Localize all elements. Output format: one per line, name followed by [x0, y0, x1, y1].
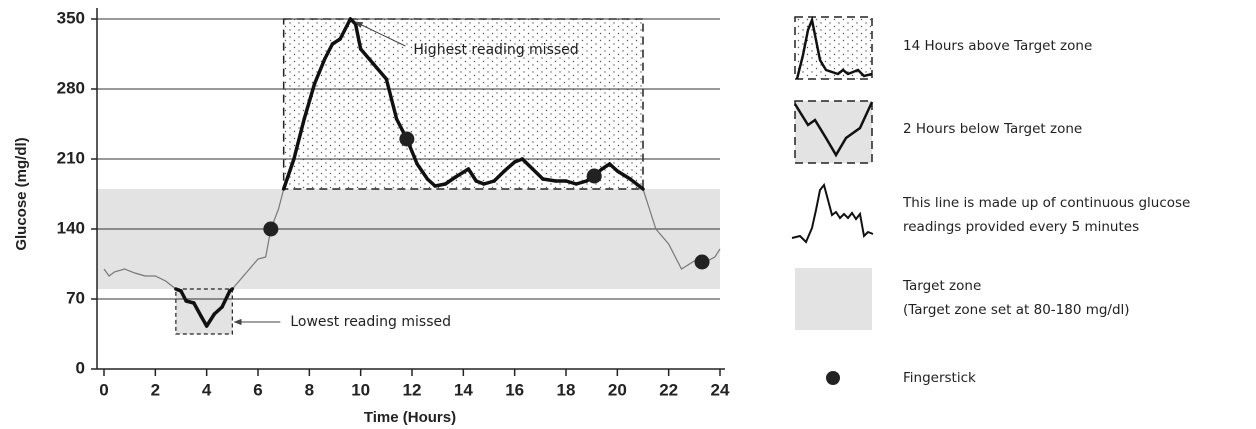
out-of-range-segment — [615, 169, 632, 181]
annotation: Lowest reading missed — [290, 314, 451, 330]
y-tick-label: 210 — [57, 148, 85, 167]
legend-label: readings provided every 5 minutes — [903, 219, 1139, 235]
legend-fingerstick-icon — [826, 371, 840, 385]
legend-label: This line is made up of continuous gluco… — [902, 195, 1190, 211]
out-of-range-segment — [292, 117, 306, 161]
x-tick-label: 12 — [403, 380, 422, 399]
x-tick-label: 0 — [99, 380, 108, 399]
out-of-range-segment — [466, 167, 478, 183]
y-tick-label: 280 — [57, 78, 85, 97]
legend-low-icon — [794, 100, 873, 164]
out-of-range-segment — [338, 17, 353, 41]
out-of-range-segment — [502, 160, 517, 173]
out-of-range-segment — [312, 57, 327, 86]
out-of-range-segment — [281, 157, 296, 191]
out-of-range-segment — [204, 312, 217, 328]
out-of-range-segment — [322, 42, 335, 61]
high-box — [282, 18, 644, 190]
fingerstick — [263, 221, 279, 237]
out-of-range-segment — [628, 177, 645, 191]
out-of-range-segment — [384, 77, 399, 121]
out-of-range-segment — [371, 62, 389, 81]
legend-target-icon — [795, 268, 872, 330]
out-of-range-segment — [564, 179, 579, 186]
x-tick-label: 24 — [711, 380, 730, 399]
out-of-range-segment — [541, 177, 558, 183]
legend-label: 14 Hours above Target zone — [903, 38, 1092, 54]
x-tick-label: 22 — [659, 380, 678, 399]
x-tick-label: 14 — [454, 380, 473, 399]
legend-cgm-line — [791, 182, 874, 244]
y-tick-label: 0 — [76, 358, 85, 377]
x-tick-label: 8 — [305, 380, 314, 399]
legend-label: Fingerstick — [903, 370, 976, 386]
legend-icons — [791, 15, 874, 385]
x-axis-label: Time (Hours) — [364, 409, 456, 426]
legend-label: Target zone — [902, 278, 981, 294]
x-tick-label: 16 — [505, 380, 524, 399]
x-tick-label: 6 — [253, 380, 262, 399]
fingerstick — [694, 254, 710, 270]
out-of-range-segment — [302, 82, 317, 121]
legend-low-line — [793, 101, 874, 158]
target-zone — [97, 189, 720, 289]
y-axis-label: Glucose (mg/dl) — [13, 137, 30, 250]
out-of-range-segment — [443, 175, 458, 186]
y-tick-label: 70 — [66, 288, 85, 307]
x-tick-label: 4 — [202, 380, 212, 399]
out-of-range-segment — [520, 157, 535, 171]
annotation-arrow — [354, 21, 406, 47]
y-tick-label: 140 — [57, 218, 85, 237]
out-of-range-segment — [492, 169, 507, 183]
out-of-range-segment — [453, 167, 471, 179]
x-tick-label: 2 — [151, 380, 160, 399]
out-of-range-segment — [482, 179, 496, 186]
out-of-range-segment — [353, 22, 363, 51]
fingerstick — [399, 131, 415, 147]
y-tick-label: 350 — [57, 8, 85, 27]
out-of-range-segment — [358, 47, 376, 66]
out-of-range-segment — [192, 301, 204, 319]
legend-high-line — [795, 15, 873, 80]
fingerstick — [586, 168, 602, 184]
x-tick-label: 20 — [608, 380, 627, 399]
annotation: Highest reading missed — [413, 42, 578, 58]
x-tick-label: 10 — [351, 380, 370, 399]
legend: 14 Hours above Target zone 2 Hours below … — [902, 38, 1190, 386]
out-of-range-segment — [530, 167, 545, 181]
out-of-range-segment — [415, 162, 430, 181]
out-of-range-segment — [220, 289, 232, 309]
legend-high-icon — [794, 16, 873, 80]
legend-label: 2 Hours below Target zone — [903, 121, 1082, 137]
legend-label: (Target zone set at 80-180 mg/dl) — [903, 302, 1130, 318]
out-of-range-segment — [179, 289, 188, 303]
x-tick-label: 18 — [557, 380, 576, 399]
out-of-range-segment — [574, 179, 589, 186]
out-of-range-segment — [228, 287, 235, 293]
